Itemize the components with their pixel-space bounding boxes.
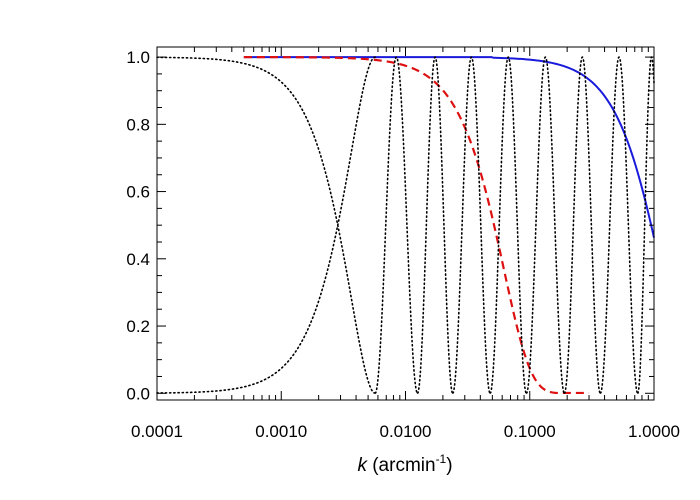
x-tick-label-4: 1.0000 — [628, 422, 680, 441]
series-dotted-oscillation-4 — [489, 56, 528, 394]
y-tick-label-1: 0.2 — [126, 317, 150, 336]
x-axis-title-sup: -1 — [436, 452, 447, 466]
ticks — [156, 47, 655, 400]
y-tick-labels: 0.0 0.2 0.4 0.6 0.8 1.0 — [126, 48, 150, 403]
x-tick-label-0: 0.0001 — [131, 422, 183, 441]
series-dotted-oscillation-2 — [416, 56, 454, 394]
x-axis-title-var: k — [357, 455, 368, 476]
series-dotted-oscillation-5 — [525, 56, 566, 394]
series-dashed-red — [243, 56, 590, 395]
series-dotted-oscillation-7 — [599, 56, 639, 394]
y-tick-label-5: 1.0 — [126, 48, 150, 67]
y-tick-label-4: 0.8 — [126, 115, 150, 134]
curves — [156, 56, 655, 395]
x-axis-title: k (arcmin-1) — [357, 452, 452, 476]
x-axis-title-close: ) — [446, 455, 452, 476]
series-solid-blue — [243, 56, 655, 238]
x-axis-title-unit: (arcmin — [367, 455, 436, 476]
series-dotted-falling — [156, 56, 376, 394]
x-tick-label-2: 0.0100 — [380, 422, 432, 441]
series-dotted-oscillation-3 — [451, 56, 491, 394]
y-tick-label-3: 0.6 — [126, 183, 150, 202]
y-tick-label-0: 0.0 — [126, 384, 150, 403]
x-tick-label-3: 0.1000 — [504, 422, 556, 441]
series-dotted-oscillation-6 — [563, 56, 602, 394]
plot-frame — [156, 46, 655, 401]
x-tick-labels: 0.0001 0.0010 0.0100 0.1000 1.0000 — [131, 422, 680, 441]
series-dotted-rising — [156, 56, 376, 394]
y-tick-label-2: 0.4 — [126, 250, 150, 269]
x-tick-label-1: 0.0010 — [255, 422, 307, 441]
plot-border — [156, 46, 655, 401]
series-dotted-oscillation-1 — [374, 56, 419, 394]
